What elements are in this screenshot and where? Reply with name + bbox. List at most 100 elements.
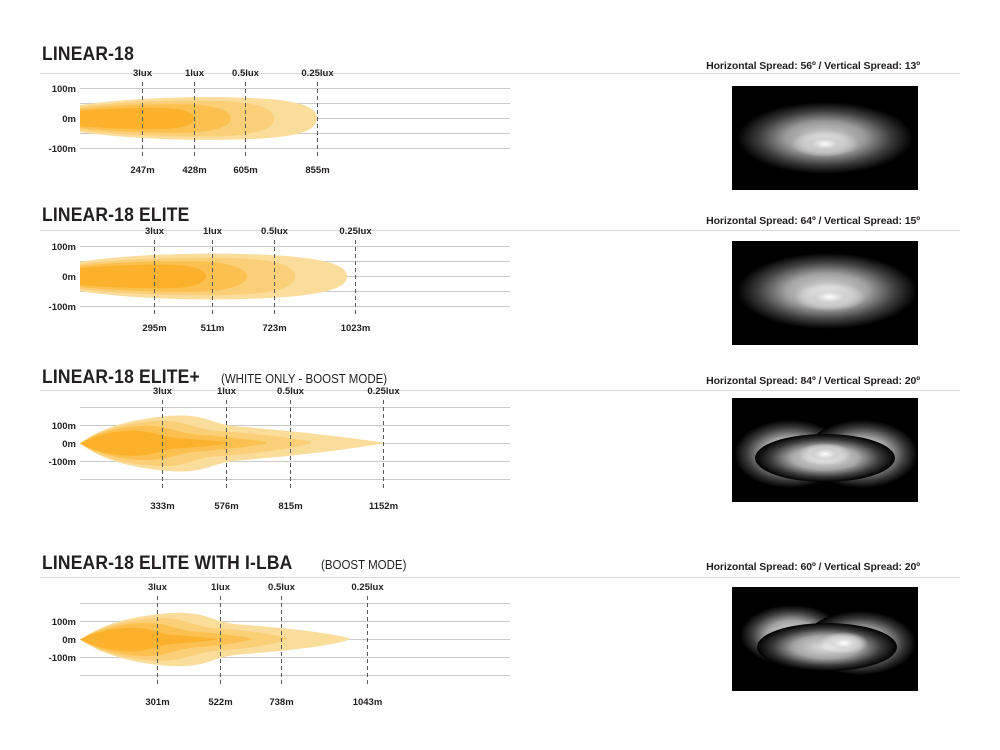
horizontal-spread-label: Horizontal Spread: [706,60,798,72]
lux-label-05lux: 0.5lux [232,68,260,79]
distance-label-025lux: 1023m [341,323,371,334]
section-divider [40,230,960,231]
y-label-100m: 100m [52,84,76,95]
beam-photo-linear-18-elite-ilba [732,587,918,691]
lux-tick-lines [142,82,318,156]
distance-labels-svg: 333m 576m 815m 1152m [150,501,398,512]
section-divider [40,390,960,391]
lux-label-3lux: 3lux [148,582,168,593]
beam-layer-3lux [80,430,227,456]
y-label-0m: 0m [62,635,76,646]
beam-photo-svg [732,86,918,190]
lux-label-1lux: 1lux [211,582,231,593]
product-subtitle: (WHITE ONLY - BOOST MODE) [220,372,387,386]
beam-photo-linear-18-elite-plus [732,398,918,502]
lux-label-025lux: 0.25lux [301,68,334,79]
beam-chart-linear-18-elite-ilba: 100m 0m -100m 3lux 1lux 0.5lux 0.25lux 3… [42,582,512,708]
section-divider [40,577,960,578]
product-title: LINEAR-18 ELITE [42,205,190,226]
y-label-0m: 0m [62,114,76,125]
spread-separator: / [818,60,822,72]
y-label-0m: 0m [62,272,76,283]
section-title-linear-18-elite-plus: LINEAR-18 ELITE+ (WHITE ONLY - BOOST MOD… [42,367,401,389]
y-axis-labels: 100m 0m -100m [49,421,76,468]
horizontal-spread-value: 64º [800,215,816,227]
distance-label-05lux: 723m [262,323,286,334]
horizontal-spread-value: 56º [800,60,816,72]
distance-label-1lux: 522m [208,697,232,708]
y-axis-labels: 100m 0m -100m [49,242,76,313]
beam-photo-svg [732,241,918,345]
beam-layer-3lux [80,627,218,652]
lux-label-025lux: 0.25lux [367,386,400,397]
horizontal-spread-label: Horizontal Spread: [706,215,798,227]
spread-info-linear-18-elite: Horizontal Spread: 64º / Vertical Spread… [706,215,920,227]
lux-label-05lux: 0.5lux [261,226,289,237]
beam-chart-linear-18: 100m 0m -100m 3lux 1lux 0.5lux 0.25lux 2… [42,68,512,180]
lux-label-025lux: 0.25lux [351,582,384,593]
spread-separator: / [818,561,822,573]
lux-tick-lines [162,400,384,488]
spread-info-linear-18: Horizontal Spread: 56º / Vertical Spread… [706,60,920,72]
lux-label-1lux: 1lux [203,226,223,237]
beam-chart-svg: 100m 0m -100m [49,82,510,156]
distance-label-05lux: 605m [233,165,257,176]
y-label-100m: 100m [52,242,76,253]
distance-label-05lux: 738m [269,697,293,708]
beam-layer-3lux [80,107,194,130]
horizontal-spread-label: Horizontal Spread: [706,561,798,573]
lux-label-05lux: 0.5lux [268,582,296,593]
lux-labels-svg: 3lux 1lux 0.5lux 0.25lux [153,386,400,397]
lux-label-3lux: 3lux [153,386,173,397]
spread-separator: / [818,215,822,227]
beam-chart-svg: 100m 0m -100m [49,596,510,684]
vertical-spread-label: Vertical Spread: [824,60,902,72]
beam-photo-linear-18-elite [732,241,918,345]
distance-label-3lux: 295m [142,323,166,334]
lux-label-3lux: 3lux [145,226,165,237]
section-title-linear-18-elite-ilba: LINEAR-18 ELITE WITH I-LBA (BOOST MODE) [42,553,414,575]
product-title: LINEAR-18 ELITE+ [42,367,200,388]
y-axis-labels: 100m 0m -100m [49,617,76,664]
horizontal-spread-label: Horizontal Spread: [706,375,798,387]
beam-hotspot [791,131,859,157]
beam-pattern [80,97,317,140]
beam-chart-linear-18-elite-plus: 100m 0m -100m 3lux 1lux 0.5lux 0.25lux 3… [42,386,512,512]
beam-photo-linear-18 [732,86,918,190]
beam-photo-svg [732,587,918,691]
distance-label-1lux: 428m [182,165,206,176]
lux-label-025lux: 0.25lux [339,226,372,237]
beam-photo-svg [732,398,918,502]
distance-labels-svg: 295m 511m 723m 1023m [142,323,371,334]
product-title: LINEAR-18 ELITE WITH I-LBA [42,553,293,574]
y-label-minus100m: -100m [49,302,76,313]
vertical-spread-value: 20º [904,375,920,387]
lux-label-1lux: 1lux [185,68,205,79]
lux-labels-svg: 3lux 1lux 0.5lux 0.25lux [148,582,384,593]
horizontal-spread-value: 84º [800,375,816,387]
distance-labels-svg: 301m 522m 738m 1043m [145,697,383,708]
vertical-spread-value: 20º [904,561,920,573]
spread-info-linear-18-elite-ilba: Horizontal Spread: 60º / Vertical Spread… [706,561,920,573]
distance-label-1lux: 511m [201,323,225,334]
distance-label-3lux: 247m [130,165,154,176]
product-title: LINEAR-18 [42,44,134,65]
beam-chart-linear-18-elite: 100m 0m -100m 3lux 1lux 0.5lux 0.25lux 2… [42,226,512,338]
distance-label-3lux: 301m [145,697,169,708]
horizontal-spread-value: 60º [800,561,816,573]
beam-pattern [80,253,347,300]
lux-label-3lux: 3lux [133,68,153,79]
spread-info-linear-18-elite-plus: Horizontal Spread: 84º / Vertical Spread… [706,375,920,387]
lux-labels-svg: 3lux 1lux 0.5lux 0.25lux [145,226,372,237]
beam-hotspot [794,283,866,311]
distance-label-1lux: 576m [214,501,238,512]
distance-label-05lux: 815m [278,501,302,512]
beam-hotspot [820,632,868,654]
y-label-100m: 100m [52,617,76,628]
lux-tick-lines [157,596,368,684]
vertical-spread-value: 15º [904,215,920,227]
vertical-spread-label: Vertical Spread: [824,215,902,227]
lux-tick-lines [154,240,356,314]
y-label-0m: 0m [62,439,76,450]
distance-label-025lux: 1043m [353,697,383,708]
